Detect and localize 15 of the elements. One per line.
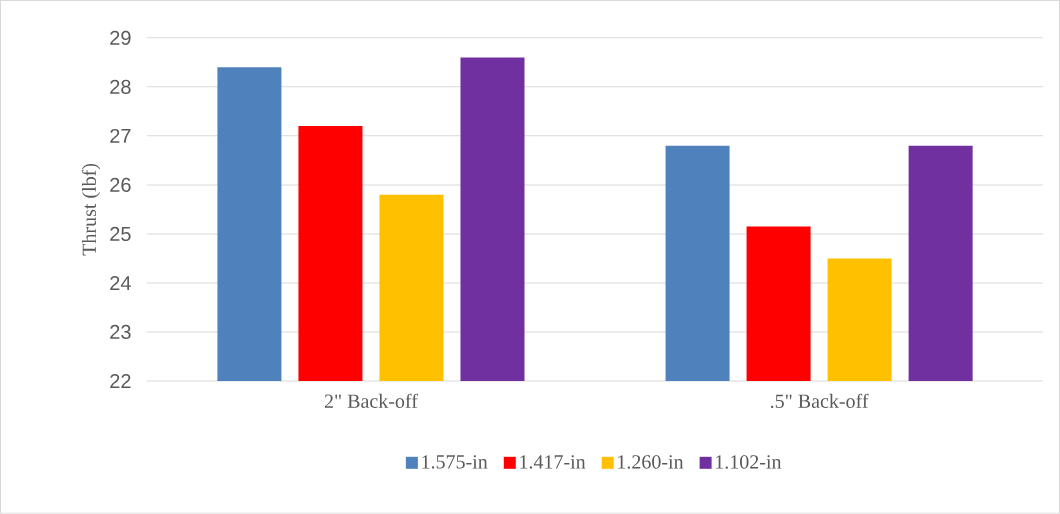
x-tick-label: 2" Back-off [324, 393, 418, 409]
y-tick-label: 22 [110, 374, 131, 389]
y-tick-label: 26 [110, 177, 131, 193]
y-tick-label: 28 [110, 79, 131, 95]
legend-label: 1.260-in [618, 455, 684, 469]
y-tick-label: 23 [110, 324, 131, 340]
x-tick-label: .5" Back-off [770, 393, 869, 409]
legend-label: 1.575-in [422, 455, 488, 469]
y-tick-label: 25 [110, 226, 131, 242]
y-tick-label: 29 [110, 30, 131, 46]
y-tick-label: 27 [110, 128, 131, 143]
legend-label: 1.102-in [716, 455, 782, 469]
y-axis-title: Thrust (lbf) [81, 164, 101, 256]
y-tick-label: 24 [110, 276, 131, 290]
legend-label: 1.417-in [520, 455, 586, 469]
